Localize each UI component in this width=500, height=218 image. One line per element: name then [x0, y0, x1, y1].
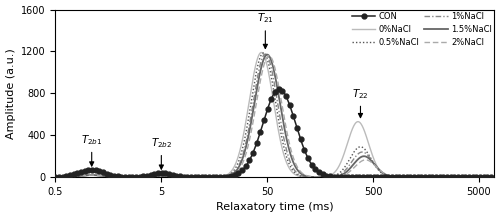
Text: $T_{2b2}$: $T_{2b2}$: [150, 136, 172, 169]
0%NaCl: [102, 175, 108, 178]
0%NaCl: [492, 176, 498, 179]
CON: [221, 175, 227, 178]
2%NaCl: [102, 175, 108, 178]
2%NaCl: [266, 54, 272, 57]
1.5%NaCl: [240, 157, 246, 159]
CON: [52, 176, 59, 178]
1%NaCl: [262, 53, 268, 55]
Line: CON: CON: [53, 87, 497, 180]
2%NaCl: [221, 176, 227, 178]
Text: $T_{21}$: $T_{21}$: [257, 12, 274, 48]
1.5%NaCl: [483, 176, 489, 179]
CON: [436, 176, 442, 179]
CON: [483, 176, 489, 179]
0.5%NaCl: [483, 176, 489, 179]
2%NaCl: [52, 176, 59, 179]
0%NaCl: [52, 176, 59, 179]
2%NaCl: [128, 176, 134, 179]
CON: [276, 88, 282, 90]
Legend: CON, 0%NaCl, 0.5%NaCl, 1%NaCl, 1.5%NaCl, 2%NaCl: CON, 0%NaCl, 0.5%NaCl, 1%NaCl, 1.5%NaCl,…: [350, 10, 494, 49]
1.5%NaCl: [128, 176, 134, 179]
1.5%NaCl: [492, 176, 498, 179]
1%NaCl: [492, 176, 498, 179]
0%NaCl: [436, 176, 442, 179]
2%NaCl: [483, 176, 489, 179]
Line: 0.5%NaCl: 0.5%NaCl: [56, 53, 494, 177]
2%NaCl: [492, 176, 498, 179]
0.5%NaCl: [260, 52, 266, 54]
1%NaCl: [52, 176, 59, 179]
Line: 1.5%NaCl: 1.5%NaCl: [56, 54, 494, 177]
CON: [102, 172, 108, 174]
Y-axis label: Amplitude (a.u.): Amplitude (a.u.): [6, 48, 16, 139]
0%NaCl: [258, 51, 264, 54]
0.5%NaCl: [436, 176, 442, 179]
Line: 2%NaCl: 2%NaCl: [56, 56, 494, 177]
1%NaCl: [221, 175, 227, 178]
1%NaCl: [102, 175, 108, 178]
0.5%NaCl: [492, 176, 498, 179]
1.5%NaCl: [221, 175, 227, 178]
Line: 0%NaCl: 0%NaCl: [56, 53, 494, 177]
X-axis label: Relaxatory time (ms): Relaxatory time (ms): [216, 203, 334, 213]
0.5%NaCl: [128, 176, 134, 179]
1.5%NaCl: [102, 175, 108, 178]
CON: [240, 168, 246, 171]
2%NaCl: [240, 161, 246, 164]
1%NaCl: [128, 176, 134, 179]
0%NaCl: [483, 176, 489, 179]
Text: $T_{2b1}$: $T_{2b1}$: [81, 133, 102, 166]
2%NaCl: [436, 176, 442, 179]
0%NaCl: [221, 175, 227, 177]
0%NaCl: [128, 176, 134, 179]
CON: [492, 176, 498, 179]
0.5%NaCl: [221, 175, 227, 178]
Line: 1%NaCl: 1%NaCl: [56, 54, 494, 177]
1%NaCl: [436, 176, 442, 179]
0.5%NaCl: [240, 146, 246, 149]
1.5%NaCl: [52, 176, 59, 179]
1.5%NaCl: [264, 53, 270, 56]
1.5%NaCl: [436, 176, 442, 179]
0%NaCl: [240, 137, 246, 139]
1%NaCl: [483, 176, 489, 179]
0.5%NaCl: [52, 176, 59, 179]
CON: [128, 176, 134, 178]
1%NaCl: [240, 154, 246, 156]
0.5%NaCl: [102, 175, 108, 178]
Text: $T_{22}$: $T_{22}$: [352, 87, 369, 118]
